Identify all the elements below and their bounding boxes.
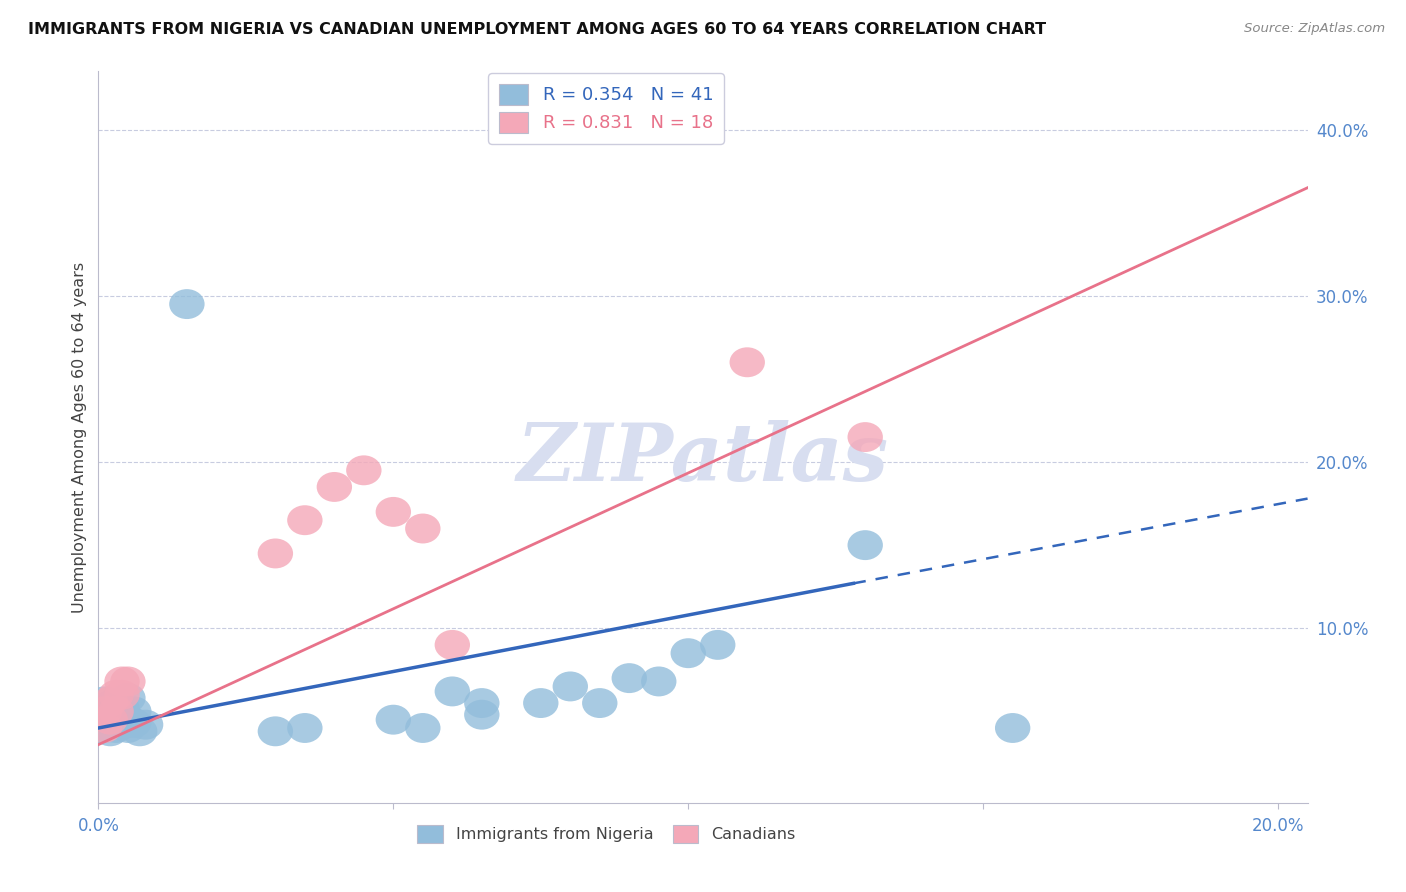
Ellipse shape	[612, 663, 647, 693]
Ellipse shape	[375, 705, 411, 735]
Text: IMMIGRANTS FROM NIGERIA VS CANADIAN UNEMPLOYMENT AMONG AGES 60 TO 64 YEARS CORRE: IMMIGRANTS FROM NIGERIA VS CANADIAN UNEM…	[28, 22, 1046, 37]
Ellipse shape	[122, 716, 157, 747]
Ellipse shape	[93, 710, 128, 739]
Ellipse shape	[110, 713, 146, 743]
Ellipse shape	[87, 713, 122, 743]
Ellipse shape	[848, 530, 883, 560]
Ellipse shape	[110, 705, 146, 735]
Ellipse shape	[104, 703, 139, 733]
Ellipse shape	[848, 422, 883, 452]
Ellipse shape	[346, 455, 381, 485]
Ellipse shape	[434, 630, 470, 660]
Ellipse shape	[641, 666, 676, 697]
Ellipse shape	[98, 706, 134, 736]
Ellipse shape	[110, 666, 146, 697]
Text: Source: ZipAtlas.com: Source: ZipAtlas.com	[1244, 22, 1385, 36]
Ellipse shape	[287, 505, 322, 535]
Text: ZIPatlas: ZIPatlas	[517, 420, 889, 498]
Ellipse shape	[98, 699, 134, 730]
Ellipse shape	[104, 710, 139, 739]
Ellipse shape	[98, 680, 134, 710]
Ellipse shape	[110, 683, 146, 713]
Ellipse shape	[405, 713, 440, 743]
Ellipse shape	[582, 688, 617, 718]
Ellipse shape	[87, 708, 122, 738]
Ellipse shape	[553, 672, 588, 701]
Ellipse shape	[93, 705, 128, 735]
Ellipse shape	[523, 688, 558, 718]
Ellipse shape	[93, 687, 128, 716]
Ellipse shape	[87, 701, 122, 731]
Ellipse shape	[169, 289, 205, 319]
Ellipse shape	[257, 716, 292, 747]
Ellipse shape	[104, 693, 139, 723]
Ellipse shape	[257, 539, 292, 568]
Ellipse shape	[464, 699, 499, 730]
Ellipse shape	[98, 713, 134, 743]
Ellipse shape	[87, 693, 122, 723]
Ellipse shape	[104, 680, 139, 710]
Ellipse shape	[117, 708, 152, 738]
Ellipse shape	[87, 697, 122, 726]
Ellipse shape	[87, 687, 122, 716]
Ellipse shape	[93, 705, 128, 735]
Ellipse shape	[316, 472, 352, 502]
Ellipse shape	[104, 666, 139, 697]
Ellipse shape	[117, 697, 152, 726]
Ellipse shape	[375, 497, 411, 527]
Ellipse shape	[464, 688, 499, 718]
Ellipse shape	[93, 690, 128, 720]
Ellipse shape	[98, 688, 134, 718]
Ellipse shape	[730, 347, 765, 377]
Ellipse shape	[93, 716, 128, 747]
Ellipse shape	[671, 639, 706, 668]
Y-axis label: Unemployment Among Ages 60 to 64 years: Unemployment Among Ages 60 to 64 years	[72, 261, 87, 613]
Ellipse shape	[700, 630, 735, 660]
Ellipse shape	[287, 713, 322, 743]
Ellipse shape	[995, 713, 1031, 743]
Ellipse shape	[434, 676, 470, 706]
Ellipse shape	[93, 697, 128, 726]
Ellipse shape	[128, 710, 163, 739]
Ellipse shape	[87, 713, 122, 743]
Legend: Immigrants from Nigeria, Canadians: Immigrants from Nigeria, Canadians	[411, 819, 801, 850]
Ellipse shape	[405, 514, 440, 543]
Ellipse shape	[98, 697, 134, 726]
